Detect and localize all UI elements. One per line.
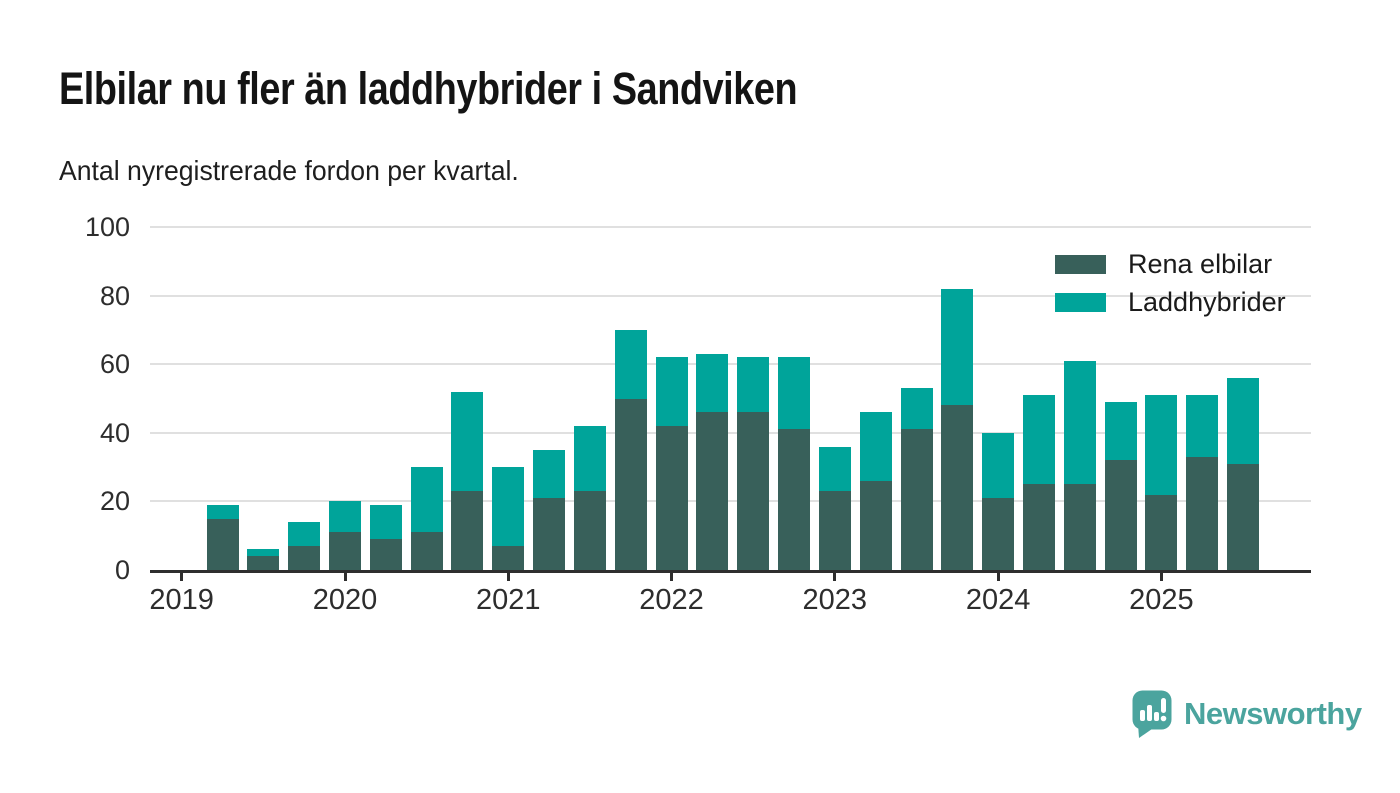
gridline-y-60: [150, 363, 1311, 366]
bar-segment-laddhybrider-2019-Q4: [288, 522, 321, 546]
bar-segment-rena-elbilar-2019-Q4: [288, 546, 321, 570]
brand-footer: Newsworthy: [1132, 690, 1362, 738]
gridline-y-100: [150, 226, 1311, 228]
bar-segment-rena-elbilar-2022-Q4: [778, 429, 810, 570]
bar-segment-laddhybrider-2024-Q3: [1063, 360, 1096, 485]
bar-segment-laddhybrider-2020-Q2: [369, 504, 402, 540]
legend-label-rena-elbilar: Rena elbilar: [1128, 249, 1273, 279]
bar-segment-laddhybrider-2023-Q4: [941, 288, 974, 406]
bar-segment-rena-elbilar-2024-Q1: [982, 498, 1015, 570]
legend-swatch-laddhybrider: [1055, 293, 1106, 312]
bar-segment-laddhybrider-2021-Q3: [573, 425, 606, 492]
bar-segment-laddhybrider-2025-Q2: [1186, 395, 1219, 457]
bar-segment-rena-elbilar-2021-Q1: [492, 546, 525, 570]
bar-segment-rena-elbilar-2024-Q4: [1104, 460, 1137, 570]
bar-segment-laddhybrider-2023-Q1: [818, 446, 851, 492]
bar-segment-laddhybrider-2021-Q1: [492, 467, 525, 546]
bar-segment-laddhybrider-2019-Q3: [247, 549, 280, 557]
bar-segment-laddhybrider-2020-Q3: [410, 467, 443, 533]
bar-segment-rena-elbilar-2021-Q2: [533, 498, 566, 570]
bar-segment-rena-elbilar-2023-Q2: [859, 480, 892, 570]
bar-segment-rena-elbilar-2020-Q2: [369, 539, 402, 570]
chart-subtitle: Antal nyregistrerade fordon per kvartal.: [59, 155, 519, 186]
bar-segment-laddhybrider-2019-Q2: [206, 504, 239, 519]
x-tick-2019: [180, 573, 184, 581]
y-axis-label-20: 20: [99, 486, 130, 517]
bar-segment-rena-elbilar-2025-Q2: [1186, 456, 1219, 570]
chart-title: Elbilar nu fler än laddhybrider i Sandvi…: [59, 63, 798, 114]
bar-segment-laddhybrider-2021-Q4: [614, 329, 647, 399]
y-axis-label-100: 100: [84, 212, 130, 242]
bar-segment-laddhybrider-2024-Q4: [1104, 401, 1137, 461]
legend-item-rena-elbilar: Rena elbilar: [1055, 249, 1286, 279]
bar-segment-rena-elbilar-2020-Q3: [410, 532, 443, 570]
bar-segment-rena-elbilar-2021-Q3: [573, 491, 606, 570]
x-tick-2025: [1159, 573, 1163, 581]
bar-segment-laddhybrider-2024-Q2: [1022, 395, 1055, 485]
bar-segment-laddhybrider-2020-Q4: [451, 391, 484, 492]
bar-segment-laddhybrider-2022-Q1: [655, 357, 688, 426]
bar-segment-laddhybrider-2023-Q3: [900, 388, 933, 430]
bar-segment-laddhybrider-2021-Q2: [533, 450, 566, 498]
y-axis-label-60: 60: [99, 349, 130, 380]
x-tick-2022: [670, 573, 673, 581]
x-axis-label-2022: 2022: [639, 584, 704, 616]
bar-segment-laddhybrider-2022-Q3: [737, 357, 770, 413]
x-tick-2024: [996, 573, 1000, 581]
y-axis-label-40: 40: [99, 417, 130, 448]
bar-segment-laddhybrider-2025-Q1: [1145, 395, 1178, 495]
bar-segment-rena-elbilar-2023-Q1: [818, 491, 851, 570]
x-axis-label-2020: 2020: [312, 584, 378, 616]
x-axis-label-2023: 2023: [802, 584, 868, 616]
bar-segment-rena-elbilar-2019-Q3: [247, 556, 280, 570]
legend-swatch-rena-elbilar: [1055, 255, 1106, 274]
newsworthy-logo-icon: [1132, 690, 1172, 738]
bar-segment-rena-elbilar-2024-Q2: [1022, 484, 1055, 570]
bar-segment-rena-elbilar-2020-Q4: [451, 491, 484, 570]
legend-label-laddhybrider: Laddhybrider: [1128, 287, 1286, 317]
plot-area: [150, 226, 1311, 573]
gridline-y-20: [150, 500, 1311, 503]
brand-wordmark: Newsworthy: [1184, 696, 1362, 731]
bar-segment-rena-elbilar-2025-Q3: [1227, 463, 1259, 570]
bar-segment-rena-elbilar-2022-Q3: [737, 412, 770, 570]
bar-segment-rena-elbilar-2023-Q3: [900, 429, 933, 570]
x-tick-2023: [833, 573, 837, 581]
bar-segment-rena-elbilar-2022-Q1: [655, 425, 688, 570]
x-axis-label-2019: 2019: [149, 584, 214, 616]
x-axis-label-2025: 2025: [1129, 584, 1194, 616]
bar-segment-rena-elbilar-2019-Q2: [206, 518, 239, 570]
gridline-y-80: [150, 294, 1311, 297]
legend-item-laddhybrider: Laddhybrider: [1055, 287, 1286, 317]
bar-segment-laddhybrider-2022-Q2: [696, 353, 729, 413]
gridline-y-40: [150, 431, 1311, 434]
bar-segment-rena-elbilar-2020-Q1: [329, 532, 361, 570]
x-axis-label-2024: 2024: [965, 584, 1031, 616]
x-tick-2020: [343, 573, 347, 581]
x-axis-label-2021: 2021: [476, 584, 541, 616]
bar-segment-rena-elbilar-2021-Q4: [614, 398, 647, 570]
bar-segment-rena-elbilar-2022-Q2: [696, 412, 729, 570]
logo-bubble-tail: [1138, 724, 1152, 738]
bar-segment-laddhybrider-2025-Q3: [1227, 377, 1259, 464]
legend: Rena elbilar Laddhybrider: [1055, 249, 1286, 327]
bar-segment-laddhybrider-2023-Q2: [859, 412, 892, 481]
y-axis-label-80: 80: [99, 280, 130, 311]
bar-segment-laddhybrider-2020-Q1: [329, 501, 361, 533]
bar-segment-rena-elbilar-2024-Q3: [1063, 484, 1096, 570]
bar-segment-rena-elbilar-2023-Q4: [941, 405, 974, 570]
bar-segment-laddhybrider-2022-Q4: [778, 357, 810, 430]
bar-segment-laddhybrider-2024-Q1: [982, 432, 1015, 498]
y-axis-label-0: 0: [114, 555, 130, 585]
x-tick-2021: [506, 573, 510, 581]
bar-segment-rena-elbilar-2025-Q1: [1145, 494, 1178, 570]
